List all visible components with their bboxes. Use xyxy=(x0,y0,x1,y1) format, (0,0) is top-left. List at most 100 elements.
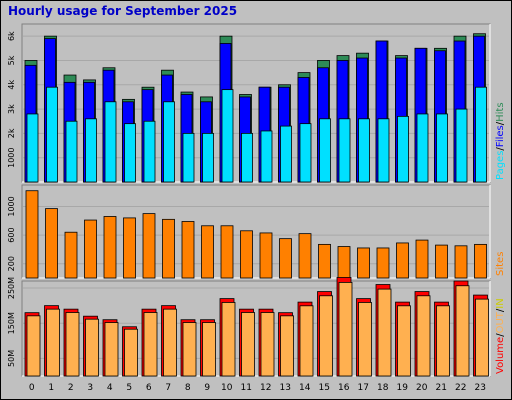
volume-out-bar xyxy=(299,305,314,377)
sites-bar xyxy=(123,217,136,279)
sites-bar xyxy=(298,233,312,279)
volume-out-bar xyxy=(338,282,353,377)
volume-out-bar xyxy=(124,328,138,377)
volume-out-bar xyxy=(26,315,41,377)
x-tick-label: 19 xyxy=(397,383,409,393)
volume-out-bar xyxy=(104,322,119,377)
plot-area-3 xyxy=(21,280,491,377)
pages-bar xyxy=(65,120,78,183)
sites-bar xyxy=(84,219,97,279)
volume-out-bar xyxy=(85,318,99,377)
volume-out-bar xyxy=(46,308,60,377)
volume-out-bar xyxy=(436,305,450,377)
y-tick-label: 3k xyxy=(7,104,16,114)
sites-bar xyxy=(396,242,409,279)
x-tick-label: 22 xyxy=(455,383,466,393)
x-tick-label: 23 xyxy=(475,383,486,393)
pages-bar xyxy=(436,113,448,183)
sites-bar xyxy=(162,218,175,279)
x-tick-label: 2 xyxy=(68,383,74,393)
x-tick-label: 0 xyxy=(29,383,35,393)
sites-bar xyxy=(435,244,448,279)
pages-bar xyxy=(202,132,214,183)
volume-out-bar xyxy=(143,312,158,377)
pages-bar xyxy=(143,120,156,183)
sites-bar xyxy=(220,225,234,279)
y-tick-label: 200 xyxy=(7,256,16,271)
x-tick-label: 1 xyxy=(48,383,54,393)
x-tick-label: 8 xyxy=(185,383,191,393)
y-tick-label: 600 xyxy=(7,227,16,242)
pages-bar xyxy=(358,118,370,183)
legend-entry: Volume xyxy=(495,337,506,374)
sites-bar xyxy=(259,232,273,279)
sites-bar xyxy=(376,247,390,279)
legend-entry: Pages xyxy=(495,151,506,180)
y-tick-label: 1000 xyxy=(7,148,16,168)
y-tick-label: 250M xyxy=(7,277,16,299)
legend-entry: / xyxy=(495,333,506,337)
volume-out-bar xyxy=(377,288,392,377)
x-tick-label: 18 xyxy=(377,383,389,393)
volume-out-bar xyxy=(358,302,372,377)
legend-entry: / xyxy=(495,308,506,312)
pages-bar xyxy=(377,118,390,183)
volume-out-bar xyxy=(163,308,177,377)
y-tick-label: 50M xyxy=(7,350,16,367)
pages-bar xyxy=(182,132,195,183)
volume-out-bar xyxy=(241,312,255,377)
pages-bar xyxy=(260,130,273,183)
pages-bar xyxy=(26,113,39,183)
sites-bar xyxy=(279,238,292,279)
legend-2: Sites xyxy=(495,252,506,276)
y-tick-label: 1000 xyxy=(7,196,16,216)
sites-bar xyxy=(454,245,468,279)
y-tick-label: 5k xyxy=(7,55,16,65)
legend-1: Pages/Files/Hits xyxy=(495,102,506,180)
y-tick-label: 150M xyxy=(7,312,16,334)
y-tick-label: 6k xyxy=(7,31,16,41)
volume-out-bar xyxy=(260,312,275,377)
sites-bar xyxy=(181,221,195,279)
pages-bar xyxy=(124,123,136,183)
x-tick-label: 13 xyxy=(280,383,291,393)
sites-bar xyxy=(103,216,117,279)
x-tick-label: 21 xyxy=(436,383,447,393)
volume-out-bar xyxy=(416,295,431,377)
y-tick-label: 4k xyxy=(7,80,16,90)
pages-bar xyxy=(455,108,468,183)
pages-bar xyxy=(299,123,312,183)
y-tick-label: 2k xyxy=(7,128,16,138)
volume-out-bar xyxy=(475,298,489,377)
sites-bar xyxy=(240,230,253,279)
x-tick-label: 5 xyxy=(126,383,132,393)
x-tick-label: 4 xyxy=(107,383,113,393)
legend-entry: Sites xyxy=(495,252,506,276)
volume-out-bar xyxy=(202,322,216,377)
x-tick-label: 20 xyxy=(416,383,428,393)
legend-entry: IN xyxy=(495,298,506,308)
pages-bar xyxy=(416,113,429,183)
volume-out-bar xyxy=(65,312,80,377)
pages-bar xyxy=(221,89,234,183)
plot-area-1 xyxy=(21,23,491,183)
x-tick-label: 14 xyxy=(299,383,311,393)
sites-bar xyxy=(337,246,351,279)
pages-bar xyxy=(397,115,409,183)
volume-out-bar xyxy=(182,322,197,377)
legend-entry: Files xyxy=(495,125,506,147)
legend-entry: OUT xyxy=(495,311,506,333)
x-tick-label: 17 xyxy=(358,383,369,393)
pages-bar xyxy=(338,118,351,183)
legend-entry: Hits xyxy=(495,102,506,121)
x-tick-label: 15 xyxy=(319,383,330,393)
sites-bar xyxy=(45,208,58,279)
page-title: Hourly usage for September 2025 xyxy=(8,4,238,18)
sites-bar xyxy=(142,213,156,279)
pages-bar xyxy=(241,132,253,183)
sites-bar xyxy=(474,243,487,279)
x-tick-label: 3 xyxy=(87,383,93,393)
pages-bar xyxy=(46,86,58,183)
volume-out-bar xyxy=(319,295,333,377)
